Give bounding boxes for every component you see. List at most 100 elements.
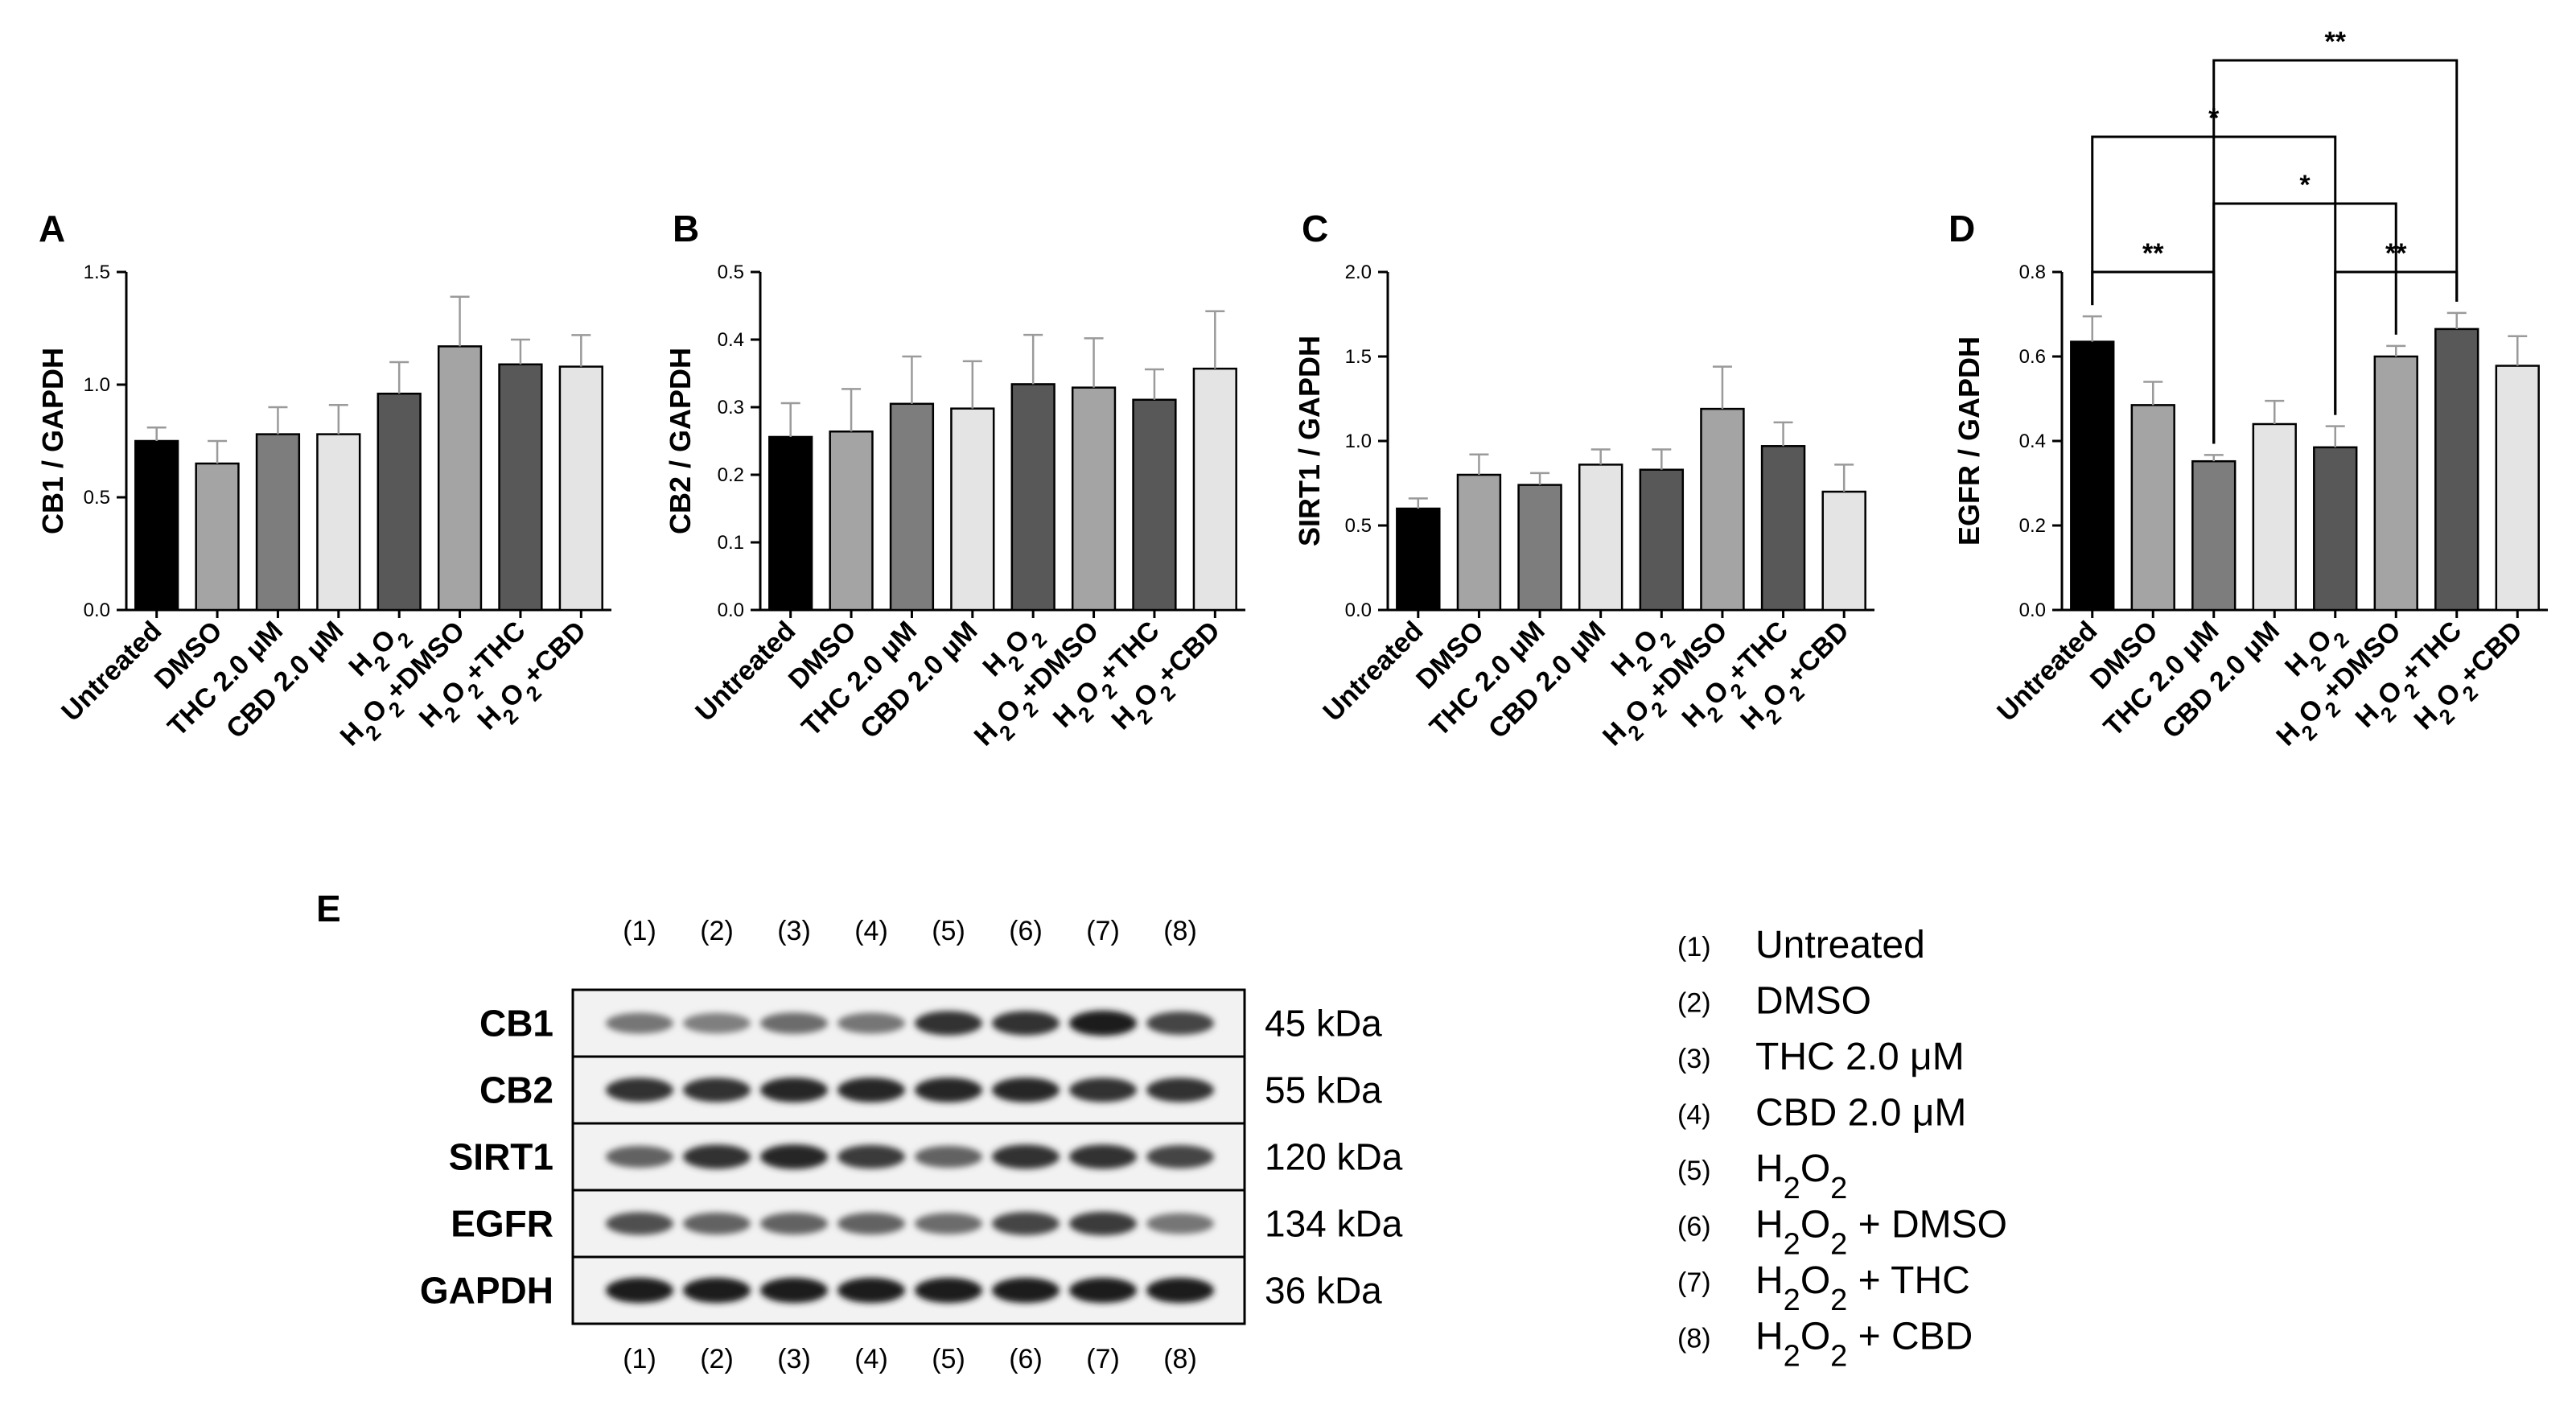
significance-label: ** [2325,27,2347,57]
bar [1010,383,1056,612]
protein-label: CB2 [479,1069,553,1111]
blot-band [760,1277,828,1304]
blot-band [760,1012,828,1034]
molecular-weight-label: 45 kDa [1265,1003,1382,1045]
legend-label: H2O2 + DMSO [1755,1204,2007,1262]
blot-band [760,1078,828,1102]
lane-legend: (1) Untreated (2) DMSO (3) THC 2.0 μM (4) CBD 2… [1677,924,2007,1374]
panel-letter: D [1948,208,1975,249]
blot-band [992,1011,1060,1036]
lane-label-bottom: (5) [932,1344,965,1374]
blot-strip [571,988,1246,1058]
blot-row-cb1: CB1 45 kDa [479,988,1382,1058]
bar [1456,473,1502,612]
legend-number: (4) [1677,1100,1711,1131]
blot-band [606,1277,673,1304]
protein-label: EGFR [451,1203,553,1245]
blot-band [1146,1078,1214,1102]
legend-number: (6) [1677,1212,1711,1242]
legend-number: (8) [1677,1324,1711,1354]
legend-number: (1) [1677,932,1711,962]
lane-label-top: (8) [1163,916,1197,946]
lane-label-top: (7) [1086,916,1120,946]
bar [2191,459,2237,612]
panel-letter: A [39,208,65,249]
blot-band [1069,1144,1137,1169]
protein-label: CB1 [479,1003,553,1045]
bar [1517,484,1562,612]
blot-band [760,1144,828,1169]
bar [437,345,483,612]
legend-number: (7) [1677,1267,1711,1298]
blot-strip [571,1122,1246,1192]
lane-label-top: (3) [777,916,811,946]
blot-row-cb2: CB2 55 kDa [479,1055,1382,1125]
blot-band [837,1144,905,1169]
blot-band [837,1012,905,1034]
blot-band [683,1212,751,1235]
bar [1396,507,1441,612]
y-tick-label: 0.5 [718,262,744,283]
blot-strip [571,1055,1246,1125]
y-axis-label: EGFR / GAPDH [1953,336,1985,546]
lane-label-bottom: (4) [854,1344,888,1374]
blot-band [1146,1277,1214,1304]
blot-row-sirt1: SIRT1 120 kDa [449,1122,1403,1192]
y-tick-label: 0.2 [718,464,744,486]
blot-band [992,1277,1060,1304]
bar [377,392,422,612]
blot-band [837,1212,905,1235]
lane-label-bottom: (6) [1009,1344,1043,1374]
bar [1760,445,1806,612]
blot-band [1146,1145,1214,1168]
lane-label-bottom: (3) [777,1344,811,1374]
blot-strip [571,1255,1246,1325]
bar [1132,398,1177,612]
y-axis-label: SIRT1 / GAPDH [1293,336,1326,546]
bar [2434,328,2479,612]
bar [498,363,543,612]
blot-row-gapdh: GAPDH 36 kDa [420,1255,1382,1325]
blot-band [606,1212,673,1235]
blot-band [992,1212,1060,1235]
bar [558,365,603,612]
lane-label-bottom: (7) [1086,1344,1120,1374]
lane-label-top: (6) [1009,916,1043,946]
blot-band [606,1078,673,1102]
y-tick-label: 1.5 [1345,346,1372,368]
bar [1192,367,1237,612]
legend-label: H2O2 + THC [1755,1259,1970,1317]
significance-bracket [2212,59,2459,444]
bar [1578,464,1623,612]
blot-band [606,1145,673,1168]
legend-label: CBD 2.0 μM [1755,1092,1966,1135]
y-tick-label: 0.5 [84,487,110,509]
panel-letter: C [1302,208,1328,249]
y-tick-label: 0.4 [2019,431,2046,452]
bar [2495,365,2540,612]
y-tick-label: 0.3 [718,397,744,418]
blot-band [915,1213,982,1234]
lane-label-top: (4) [854,916,888,946]
legend-number: (5) [1677,1156,1711,1186]
blot-band [1069,1078,1137,1102]
bar [950,407,995,612]
y-tick-label: 0.8 [2019,262,2046,283]
lane-label-bottom: (2) [700,1344,734,1374]
y-tick-label: 0.2 [2019,515,2046,537]
molecular-weight-label: 55 kDa [1265,1069,1382,1111]
blot-band [1146,1213,1214,1234]
bar [316,433,361,612]
y-tick-label: 0.0 [2019,600,2046,621]
bar [255,433,301,612]
bar [2313,446,2358,612]
blot-band [760,1212,828,1235]
blot-band [915,1078,982,1102]
protein-label: SIRT1 [449,1136,553,1178]
blot-band [837,1277,905,1304]
bar [134,439,179,612]
y-tick-label: 0.5 [1345,515,1372,537]
y-tick-label: 2.0 [1345,262,1372,283]
